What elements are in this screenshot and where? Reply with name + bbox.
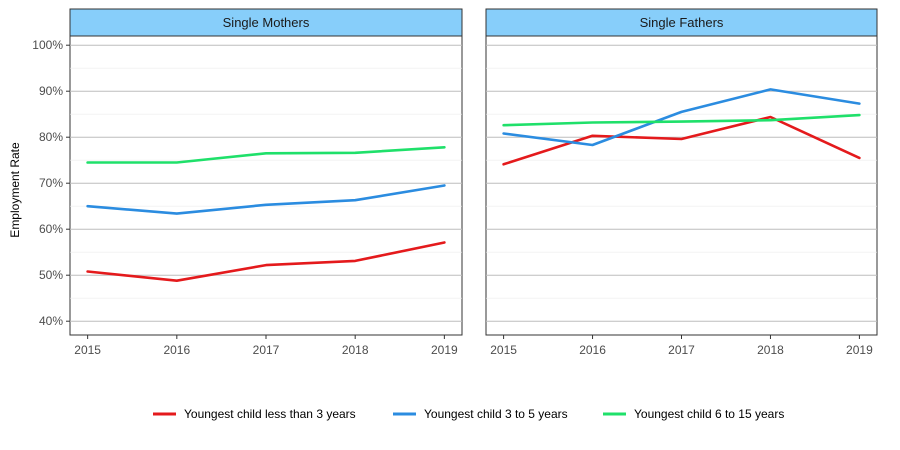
y-tick-label: 60% [39, 222, 63, 236]
x-tick-label: 2018 [342, 343, 369, 357]
y-tick-label: 80% [39, 130, 63, 144]
y-tick-label: 90% [39, 84, 63, 98]
series-line [86, 241, 446, 283]
y-tick-label: 70% [39, 176, 63, 190]
x-tick-label: 2019 [846, 343, 873, 357]
series-line [502, 88, 861, 147]
x-tick-label: 2016 [579, 343, 606, 357]
y-tick-label: 40% [39, 314, 63, 328]
x-tick-label: 2016 [163, 343, 190, 357]
strip-title: Single Mothers [223, 15, 310, 30]
legend: Youngest child less than 3 years Younges… [153, 407, 784, 421]
series-line [86, 184, 446, 215]
x-tick-label: 2017 [253, 343, 280, 357]
strip-title: Single Fathers [640, 15, 724, 30]
y-tick-label: 100% [32, 38, 63, 52]
series-line [502, 113, 861, 127]
y-axis-title: Employment Rate [8, 142, 22, 238]
panel-border [69, 35, 463, 336]
strip-background [69, 8, 463, 37]
y-tick-label: 50% [39, 268, 63, 282]
panel-single-fathers: Single Fathers 2015 2016 2017 2018 2019 [485, 8, 878, 357]
x-tick-label: 2015 [490, 343, 517, 357]
panel-border [485, 35, 878, 336]
x-tick-label: 2019 [431, 343, 458, 357]
x-tick-label: 2018 [757, 343, 784, 357]
x-tick-label: 2015 [74, 343, 101, 357]
legend-label-under-3: Youngest child less than 3 years [184, 407, 356, 421]
series-line [502, 115, 861, 166]
legend-label-6-to-15: Youngest child 6 to 15 years [634, 407, 784, 421]
x-tick-label: 2017 [668, 343, 695, 357]
series-line [86, 146, 446, 164]
legend-label-3-to-5: Youngest child 3 to 5 years [424, 407, 568, 421]
panel-single-mothers: Single Mothers 40% 50% 60% 70% 80% 90% 100% 20… [32, 8, 463, 357]
